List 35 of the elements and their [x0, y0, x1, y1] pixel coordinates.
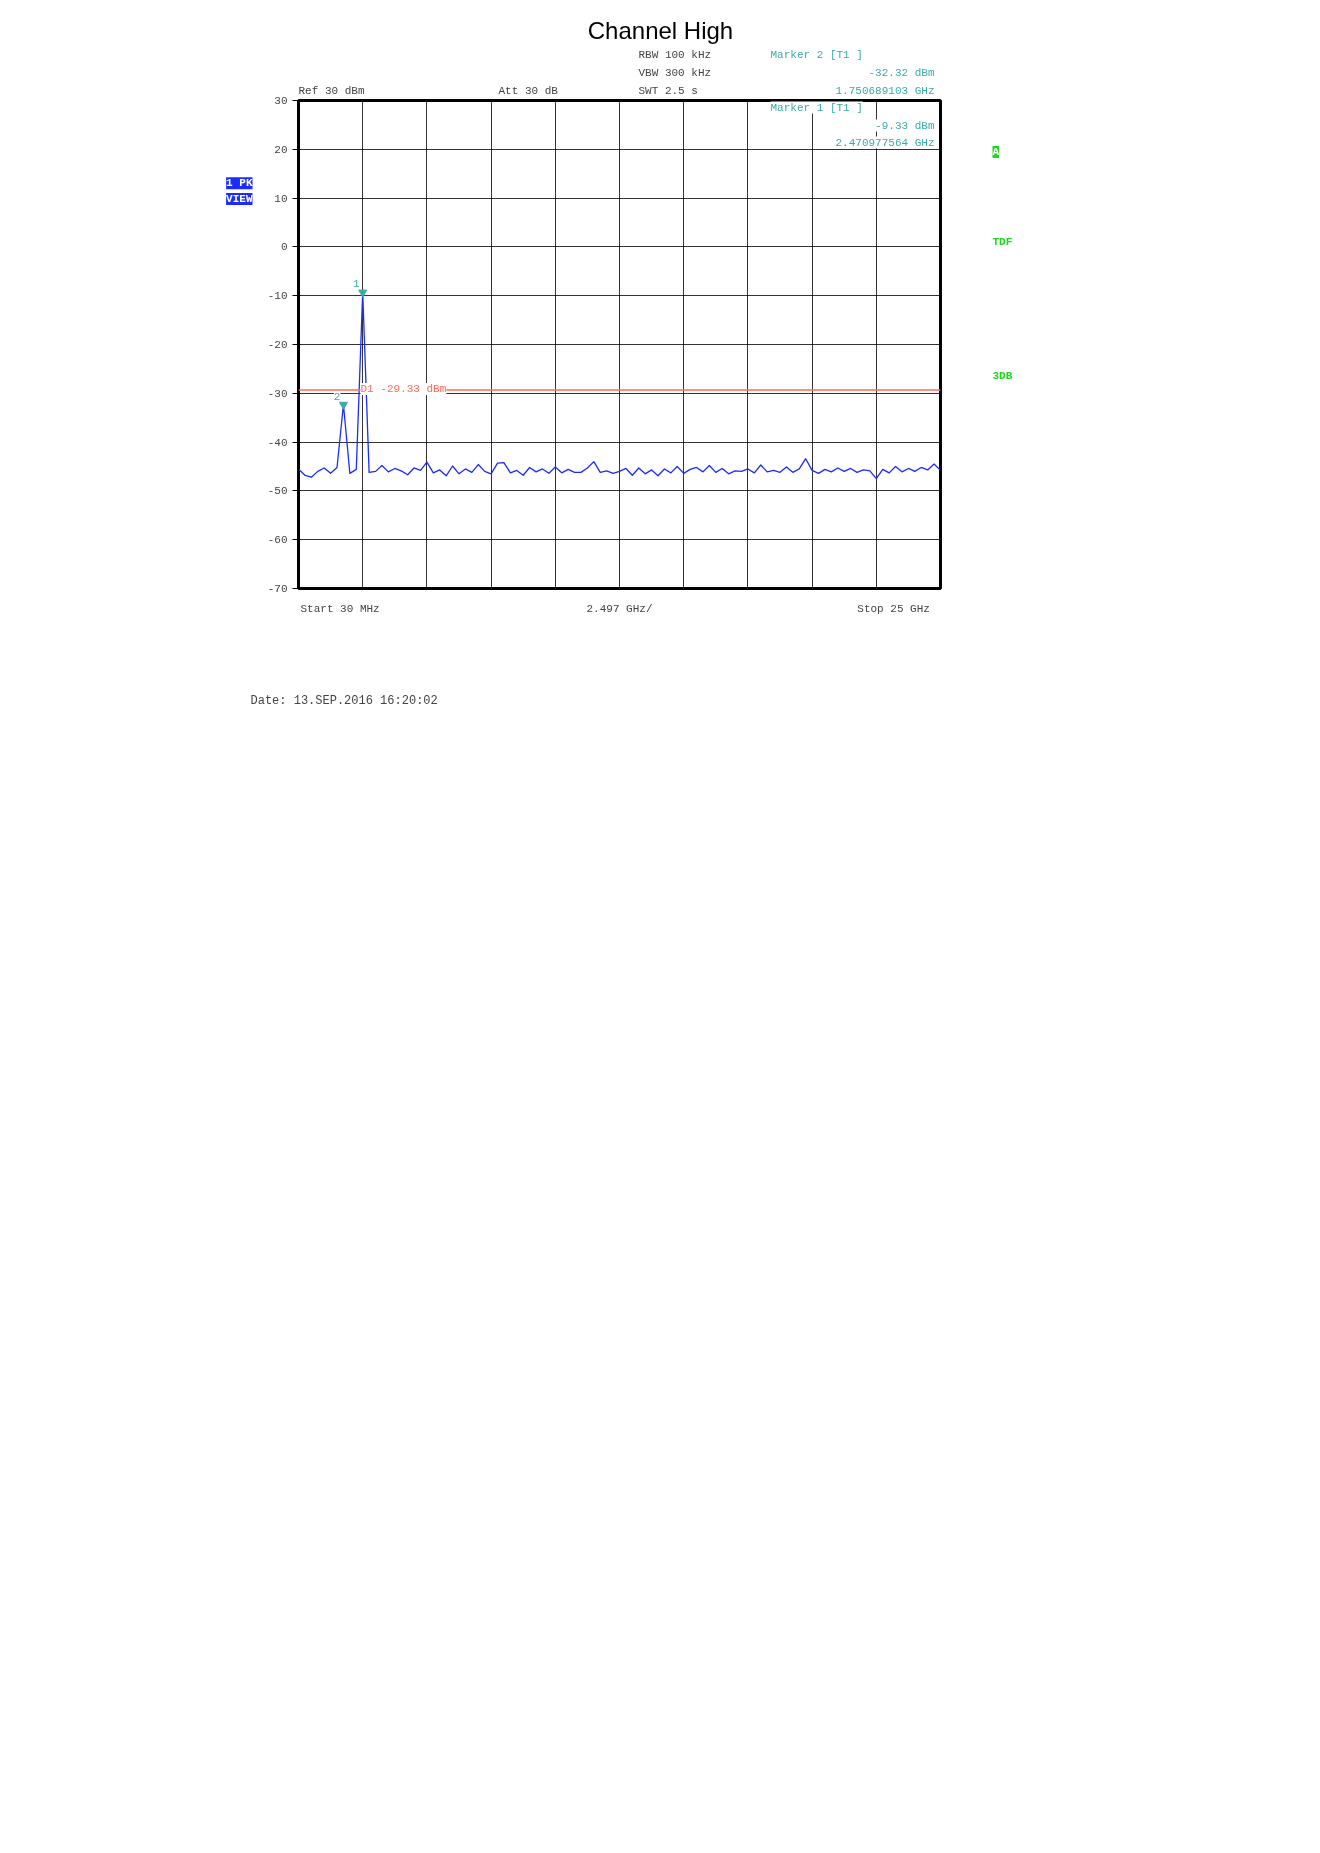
text: 1 PK	[226, 177, 253, 190]
text: 2.497 GHz/	[586, 602, 653, 615]
y-tick-label: -40	[267, 436, 288, 449]
text: Stop 25 GHz	[857, 602, 930, 615]
y-tick-label: 10	[274, 192, 288, 205]
annotation: 1	[353, 278, 361, 291]
y-tick-label: -10	[267, 290, 288, 303]
text: Marker 2 [T1 ]	[770, 48, 863, 61]
text: Ref 30 dBm	[298, 84, 365, 97]
y-tick-label: -60	[267, 534, 288, 547]
text: -32.32 dBm	[868, 66, 935, 79]
annotation: 2.470977564 GHz	[835, 136, 935, 149]
text: Start 30 MHz	[300, 602, 380, 615]
text: SWT 2.5 s	[638, 84, 698, 97]
text: RBW 100 kHz	[638, 48, 712, 61]
text: VIEW	[226, 192, 253, 205]
y-tick-label: -70	[267, 583, 288, 595]
annotation: 2	[333, 390, 341, 403]
y-tick-label: -20	[267, 339, 288, 351]
text: TDF	[992, 235, 1013, 248]
ref-line-label: D1 -29.33 dBm	[360, 383, 447, 396]
y-tick-label: -30	[267, 387, 288, 400]
text: Att 30 dB	[498, 84, 559, 97]
text: A	[992, 146, 1000, 159]
text: Date: 13.SEP.2016 16:20:02	[250, 693, 438, 708]
y-tick-label: -50	[267, 485, 288, 498]
y-tick-label: 0	[280, 241, 288, 254]
text: VBW 300 kHz	[638, 66, 712, 79]
annotation: -9.33 dBm	[875, 119, 935, 132]
annotation: Marker 1 [T1 ]	[770, 101, 863, 114]
chart-title: Channel High	[587, 17, 734, 44]
y-tick-label: 20	[274, 143, 288, 156]
text: 1.750689103 GHz	[835, 84, 935, 97]
y-tick-label: 30	[274, 95, 288, 107]
text: 3DB	[992, 370, 1013, 383]
